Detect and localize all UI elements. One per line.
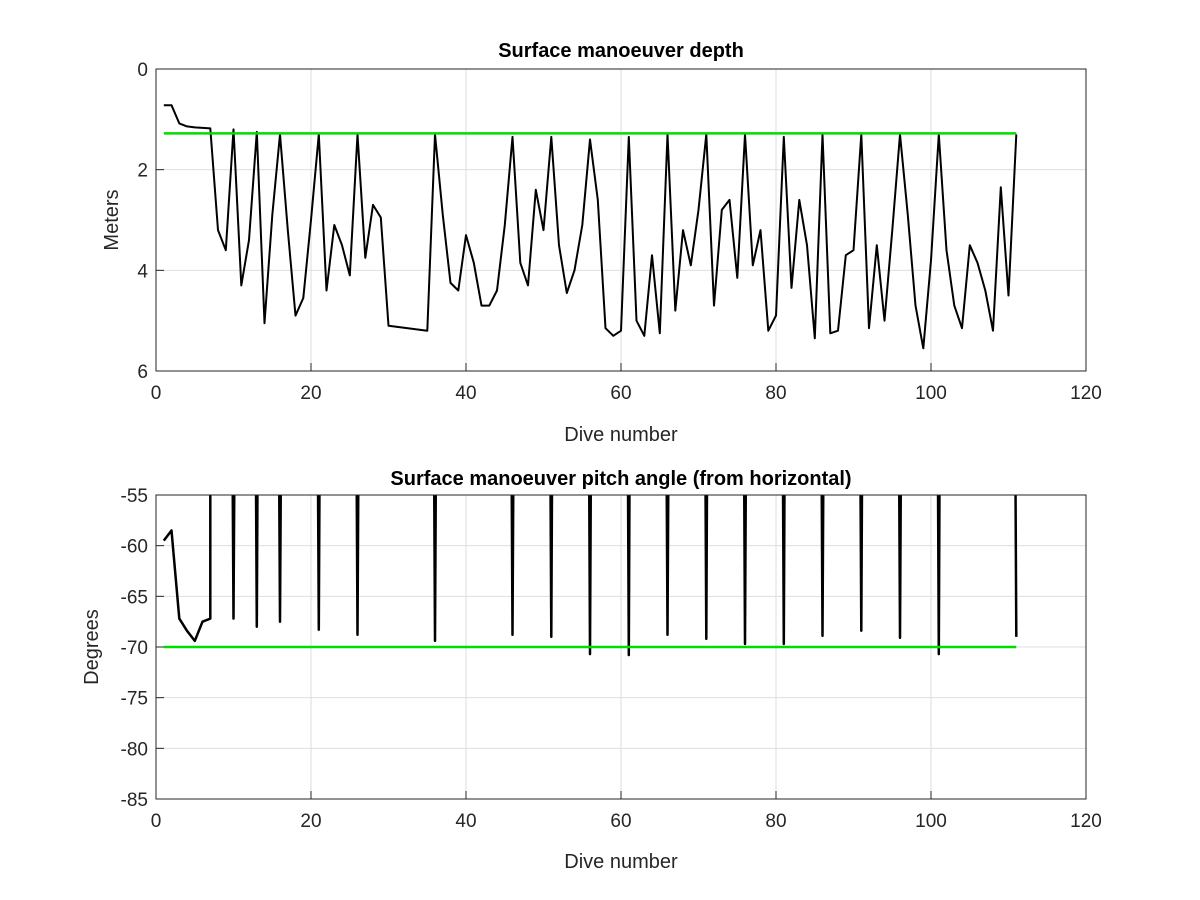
pitch-x-tick-label: 80: [765, 811, 786, 832]
depth-y-tick-label: 6: [137, 362, 148, 383]
depth-x-ticks: 0 20 40 60 80 100 120: [151, 363, 1102, 404]
pitch-x-tick-label: 20: [300, 811, 321, 832]
depth-x-tick-label: 40: [455, 383, 476, 404]
depth-x-label: Dive number: [564, 424, 678, 446]
depth-x-tick-label: 60: [610, 383, 631, 404]
pitch-x-tick-label: 120: [1070, 811, 1102, 832]
pitch-y-tick-label: -80: [121, 739, 148, 760]
pitch-x-tick-label: 40: [455, 811, 476, 832]
depth-x-tick-label: 20: [300, 383, 321, 404]
depth-x-tick-label: 100: [915, 383, 947, 404]
pitch-y-tick-label: -65: [121, 587, 148, 608]
pitch-y-tick-label: -55: [121, 486, 148, 507]
pitch-x-tick-label: 0: [151, 811, 162, 832]
depth-x-tick-label: 0: [151, 383, 162, 404]
pitch-y-tick-label: -70: [121, 638, 148, 659]
pitch-x-label: Dive number: [564, 851, 678, 873]
pitch-series-layer: [162, 495, 1018, 657]
pitch-x-ticks: 0 20 40 60 80 100 120: [151, 791, 1102, 832]
pitch-x-tick-label: 60: [610, 811, 631, 832]
depth-y-label: Meters: [101, 189, 123, 250]
pitch-series-line: [162, 495, 1018, 657]
depth-series-layer: [163, 104, 1018, 350]
pitch-plot: 0 20 40 60 80 100 120 -55 -60 -65 -70 -75 -80 -85 Su…: [81, 468, 1102, 873]
depth-y-tick-label: 2: [137, 161, 148, 182]
depth-y-ticks: 0 2 4 6: [137, 60, 164, 383]
pitch-y-tick-label: -60: [121, 537, 148, 558]
pitch-y-ticks: -55 -60 -65 -70 -75 -80 -85: [121, 486, 164, 811]
depth-plot: 0 20 40 60 80 100 120 0 2 4 6 Surface manoeuver d…: [101, 40, 1102, 446]
depth-series-line: [163, 104, 1018, 350]
pitch-x-tick-label: 100: [915, 811, 947, 832]
depth-y-tick-label: 0: [137, 60, 148, 81]
depth-x-tick-label: 120: [1070, 383, 1102, 404]
depth-x-tick-label: 80: [765, 383, 786, 404]
depth-title: Surface manoeuver depth: [498, 40, 744, 62]
pitch-y-tick-label: -85: [121, 790, 148, 811]
pitch-y-tick-label: -75: [121, 689, 148, 710]
pitch-y-label: Degrees: [81, 609, 103, 685]
depth-y-tick-label: 4: [137, 261, 148, 282]
pitch-title: Surface manoeuver pitch angle (from hori…: [390, 468, 851, 490]
